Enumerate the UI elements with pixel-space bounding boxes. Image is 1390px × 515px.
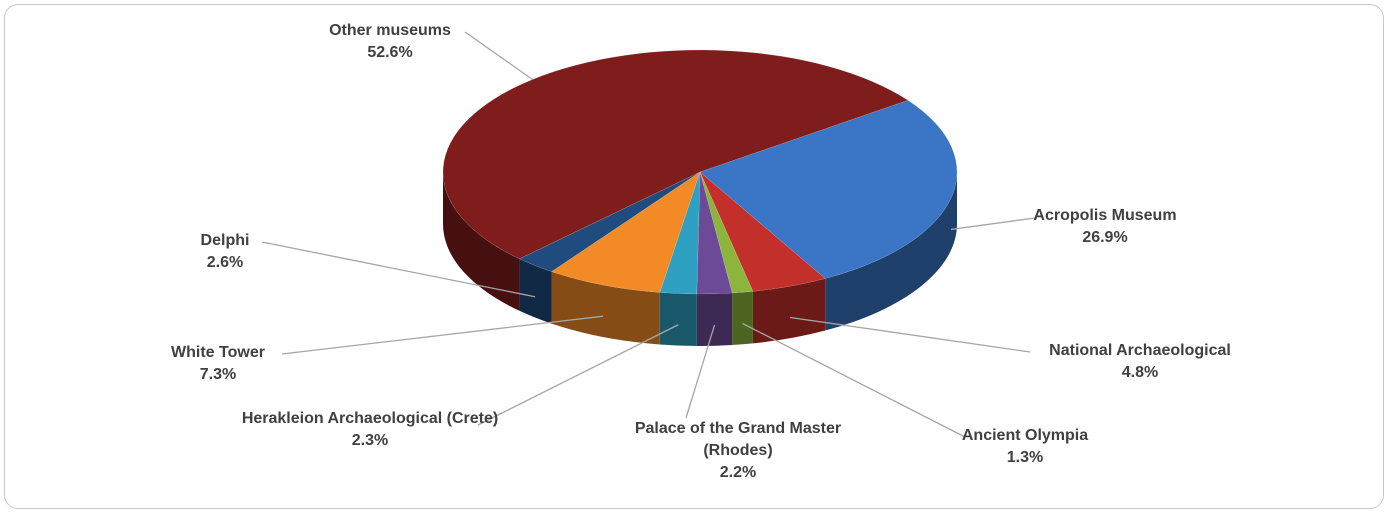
chart-frame (4, 4, 1384, 509)
label-value: 7.3% (199, 366, 237, 383)
label-value: 1.3% (1006, 449, 1044, 466)
label-value: 26.9% (1082, 229, 1128, 246)
leader-line (789, 316, 1031, 353)
label-value: 2.3% (351, 432, 389, 449)
leader-line (685, 324, 716, 419)
label-name: National Archaeological (1049, 342, 1231, 359)
leader-line (742, 322, 966, 438)
slice-side (732, 291, 753, 346)
label-name: Other museums (329, 22, 451, 39)
leader-line (281, 315, 604, 355)
label-name: Herakleion Archaeological (Crete) (241, 410, 499, 427)
label-value: 4.8% (1121, 364, 1159, 381)
slice-side (519, 258, 552, 324)
slice (699, 171, 826, 292)
data-label: Acropolis Museum 26.9% (1005, 205, 1205, 249)
label-name: Acropolis Museum (1033, 207, 1177, 224)
slice-side (443, 172, 520, 311)
slice (699, 100, 958, 279)
slice (518, 171, 701, 272)
slice (659, 171, 701, 295)
label-name: Ancient Olympia (961, 427, 1089, 444)
label-name: Delphi (200, 232, 250, 249)
data-label: White Tower 7.3% (138, 342, 298, 386)
label-name: Palace of the Grand Master (Rhodes) (634, 420, 842, 459)
data-label: Delphi 2.6% (175, 230, 275, 274)
slice (699, 171, 754, 294)
slice-side (696, 293, 733, 346)
label-value: 52.6% (367, 44, 413, 61)
slice-side (825, 172, 957, 331)
label-name: White Tower (171, 344, 265, 361)
leader-line (261, 241, 536, 298)
slice-side (551, 271, 660, 345)
label-value: 2.6% (206, 254, 244, 271)
slice (696, 171, 733, 295)
slice-side (752, 278, 826, 344)
slice-side (659, 292, 697, 346)
data-label: Ancient Olympia 1.3% (945, 425, 1105, 469)
label-value: 2.2% (719, 464, 757, 481)
data-label: Herakleion Archaeological (Crete) 2.3% (240, 408, 500, 452)
leader-line (477, 324, 679, 426)
leader-line (464, 31, 533, 81)
data-label: Palace of the Grand Master (Rhodes) 2.2% (613, 418, 863, 484)
data-label: National Archaeological 4.8% (1020, 340, 1260, 384)
leader-line (950, 217, 1036, 231)
slice (551, 171, 701, 293)
data-label: Other museums 52.6% (300, 20, 480, 64)
